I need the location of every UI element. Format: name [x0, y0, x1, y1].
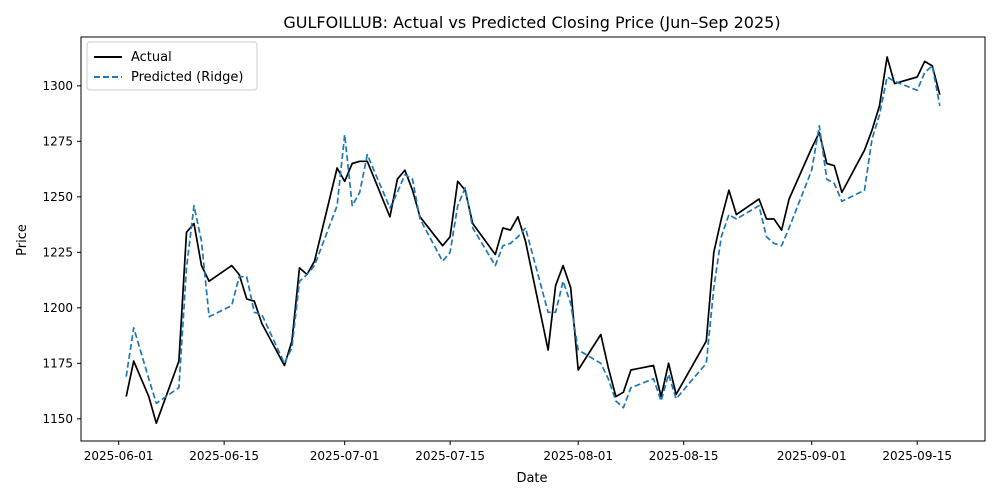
legend-label-predicted: Predicted (Ridge): [131, 70, 243, 85]
x-tick-label: 2025-06-15: [189, 449, 259, 463]
x-tick-label: 2025-06-01: [84, 449, 154, 463]
legend: Actual Predicted (Ridge): [86, 41, 258, 91]
legend-frame: [86, 41, 258, 91]
plot-frame: [80, 36, 986, 442]
plot-area: 2025-06-01 2025-06-15 2025-07-01 2025-07-15…: [42, 36, 986, 463]
x-tick-label: 2025-07-01: [310, 449, 380, 463]
series-line-actual: [125, 56, 941, 425]
y-tick-label: 1175: [42, 356, 73, 370]
y-tick-label: 1225: [42, 245, 73, 259]
y-tick-label: 1200: [42, 301, 73, 315]
x-axis-label: Date: [516, 471, 547, 486]
x-tick-label: 2025-07-15: [415, 449, 485, 463]
y-axis-label: Price: [15, 224, 30, 256]
series-line-predicted: [125, 65, 941, 409]
chart-title: GULFOILLUB: Actual vs Predicted Closing …: [283, 13, 780, 32]
y-tick-label: 1300: [42, 79, 73, 93]
y-tick-label: 1250: [42, 190, 73, 204]
x-tick-label: 2025-08-01: [543, 449, 613, 463]
x-tick-label: 2025-09-15: [882, 449, 952, 463]
x-tick-label: 2025-08-15: [649, 449, 719, 463]
y-tick-label: 1275: [42, 134, 73, 148]
x-tick-label: 2025-09-01: [777, 449, 847, 463]
y-tick-label: 1150: [42, 412, 73, 426]
legend-label-actual: Actual: [131, 50, 172, 65]
